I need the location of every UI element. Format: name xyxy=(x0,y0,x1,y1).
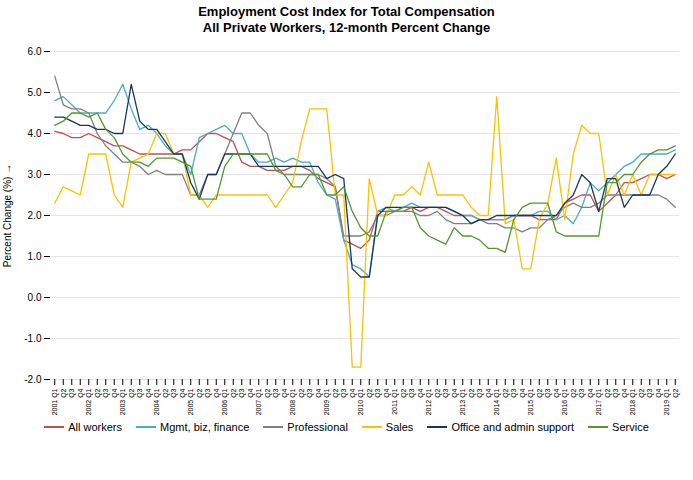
svg-text:Q2: Q2 xyxy=(127,388,135,397)
svg-text:Q4: Q4 xyxy=(314,388,322,397)
svg-text:Q3: Q3 xyxy=(170,388,178,397)
svg-text:6.0: 6.0 xyxy=(28,45,42,56)
svg-text:2001 Q1: 2001 Q1 xyxy=(51,388,59,415)
svg-text:-2.0: -2.0 xyxy=(24,373,42,384)
svg-text:2017 Q1: 2017 Q1 xyxy=(595,388,603,415)
html-text:Service: Service xyxy=(612,420,649,433)
html-text:Professional: Professional xyxy=(287,420,348,433)
svg-text:Q3: Q3 xyxy=(136,388,144,397)
svg-text:Q3: Q3 xyxy=(204,388,212,397)
svg-text:Q4: Q4 xyxy=(348,388,356,397)
svg-text:2008 Q1: 2008 Q1 xyxy=(289,388,297,415)
svg-text:Q4: Q4 xyxy=(178,388,186,397)
svg-text:Q2: Q2 xyxy=(433,388,441,397)
html-text:Office and admin support: Office and admin support xyxy=(451,420,575,433)
svg-text:Q3: Q3 xyxy=(544,388,552,397)
html-text:Mgmt, biz, finance: Mgmt, biz, finance xyxy=(160,420,250,433)
svg-text:2013 Q1: 2013 Q1 xyxy=(459,388,467,415)
svg-text:Q3: Q3 xyxy=(646,388,654,397)
svg-text:2011 Q1: 2011 Q1 xyxy=(391,388,399,414)
svg-text:2007 Q1: 2007 Q1 xyxy=(255,388,263,415)
svg-text:Q2: Q2 xyxy=(637,388,645,397)
svg-text:Q4: Q4 xyxy=(280,388,288,397)
svg-text:Q3: Q3 xyxy=(306,388,314,397)
svg-text:Q3: Q3 xyxy=(102,388,110,397)
svg-text:Q2: Q2 xyxy=(331,388,339,397)
svg-text:Q2: Q2 xyxy=(467,388,475,397)
svg-text:Q4: Q4 xyxy=(246,388,254,397)
svg-text:Q4: Q4 xyxy=(144,388,152,397)
svg-text:Q2: Q2 xyxy=(365,388,373,397)
svg-text:Percent Change (%) →: Percent Change (%) → xyxy=(2,163,13,266)
svg-text:Q2: Q2 xyxy=(399,388,407,397)
svg-text:Q3: Q3 xyxy=(272,388,280,397)
svg-text:Q4: Q4 xyxy=(110,388,118,397)
svg-text:Q2: Q2 xyxy=(603,388,611,397)
svg-text:Q2: Q2 xyxy=(297,388,305,397)
svg-text:Q4: Q4 xyxy=(654,388,662,397)
svg-text:Q4: Q4 xyxy=(518,388,526,397)
svg-text:2002 Q1: 2002 Q1 xyxy=(85,388,93,415)
svg-text:Q2: Q2 xyxy=(161,388,169,397)
svg-text:Q4: Q4 xyxy=(212,388,220,397)
html-text:Sales: Sales xyxy=(385,420,414,433)
svg-text:Q2: Q2 xyxy=(501,388,509,397)
svg-text:3.0: 3.0 xyxy=(28,168,42,179)
svg-text:Q3: Q3 xyxy=(612,388,620,397)
svg-text:2019 Q1: 2019 Q1 xyxy=(663,388,671,415)
svg-text:2016 Q1: 2016 Q1 xyxy=(561,388,569,415)
svg-text:Q3: Q3 xyxy=(340,388,348,397)
svg-text:1.0: 1.0 xyxy=(28,250,42,261)
svg-text:4.0: 4.0 xyxy=(28,127,42,138)
svg-text:Q4: Q4 xyxy=(620,388,628,397)
svg-text:2018 Q1: 2018 Q1 xyxy=(629,388,637,415)
svg-text:Q2: Q2 xyxy=(93,388,101,397)
svg-text:Q4: Q4 xyxy=(76,388,84,397)
svg-text:2.0: 2.0 xyxy=(28,209,42,220)
svg-text:Q2: Q2 xyxy=(535,388,543,397)
svg-text:2005 Q1: 2005 Q1 xyxy=(187,388,195,415)
svg-text:Q2: Q2 xyxy=(671,388,679,397)
svg-text:Q3: Q3 xyxy=(68,388,76,397)
svg-text:Q4: Q4 xyxy=(416,388,424,397)
svg-text:Q4: Q4 xyxy=(552,388,560,397)
svg-text:Q4: Q4 xyxy=(586,388,594,397)
svg-text:2004 Q1: 2004 Q1 xyxy=(153,388,161,415)
svg-text:0.0: 0.0 xyxy=(28,291,42,302)
svg-text:Q2: Q2 xyxy=(195,388,203,397)
svg-text:Q2: Q2 xyxy=(569,388,577,397)
svg-text:Q4: Q4 xyxy=(450,388,458,397)
svg-text:Q3: Q3 xyxy=(238,388,246,397)
svg-text:2006 Q1: 2006 Q1 xyxy=(221,388,229,415)
svg-text:Q3: Q3 xyxy=(476,388,484,397)
svg-text:2010 Q1: 2010 Q1 xyxy=(357,388,365,415)
svg-text:Q2: Q2 xyxy=(59,388,67,397)
svg-text:Q3: Q3 xyxy=(510,388,518,397)
svg-text:Q3: Q3 xyxy=(442,388,450,397)
svg-text:2014 Q1: 2014 Q1 xyxy=(493,388,501,415)
svg-text:-1.0: -1.0 xyxy=(24,332,42,343)
svg-text:Q3: Q3 xyxy=(374,388,382,397)
svg-text:Q3: Q3 xyxy=(578,388,586,397)
svg-text:2012 Q1: 2012 Q1 xyxy=(425,388,433,415)
svg-text:2015 Q1: 2015 Q1 xyxy=(527,388,535,415)
html-text:All workers: All workers xyxy=(68,420,122,433)
svg-text:Q4: Q4 xyxy=(382,388,390,397)
svg-text:5.0: 5.0 xyxy=(28,86,42,97)
svg-text:2003 Q1: 2003 Q1 xyxy=(119,388,127,415)
svg-text:Q4: Q4 xyxy=(484,388,492,397)
svg-text:Q3: Q3 xyxy=(408,388,416,397)
html-text:Employment Cost Index for Tota: Employment Cost Index for Total Compensa… xyxy=(198,4,495,36)
svg-text:2009 Q1: 2009 Q1 xyxy=(323,388,331,415)
svg-text:Q2: Q2 xyxy=(229,388,237,397)
svg-text:Q2: Q2 xyxy=(263,388,271,397)
